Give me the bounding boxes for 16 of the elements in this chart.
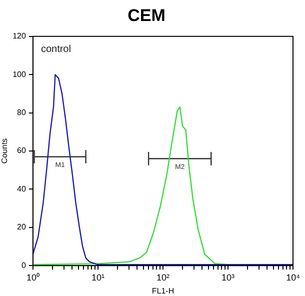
y-tick-label: 100 <box>12 70 26 79</box>
y-axis-title: Counts <box>0 138 10 164</box>
y-tick-label: 0 <box>21 260 26 270</box>
x-tick-label: 10² <box>156 272 170 282</box>
y-tick-label: 120 <box>12 32 26 41</box>
x-tick-label: 10³ <box>221 272 234 282</box>
annotation: control <box>40 44 71 56</box>
y-tick-label: 60 <box>17 146 26 156</box>
x-tick-label: 10⁰ <box>26 272 40 282</box>
y-tick-label: 80 <box>17 108 26 118</box>
x-tick-label: 10¹ <box>91 272 104 282</box>
chart-title: CEM <box>128 6 166 25</box>
x-axis-title: FL1-H <box>152 286 174 296</box>
x-tick-label: 10⁴ <box>286 272 300 282</box>
y-tick-label: 20 <box>17 222 26 232</box>
y-tick-label: 40 <box>17 184 26 194</box>
